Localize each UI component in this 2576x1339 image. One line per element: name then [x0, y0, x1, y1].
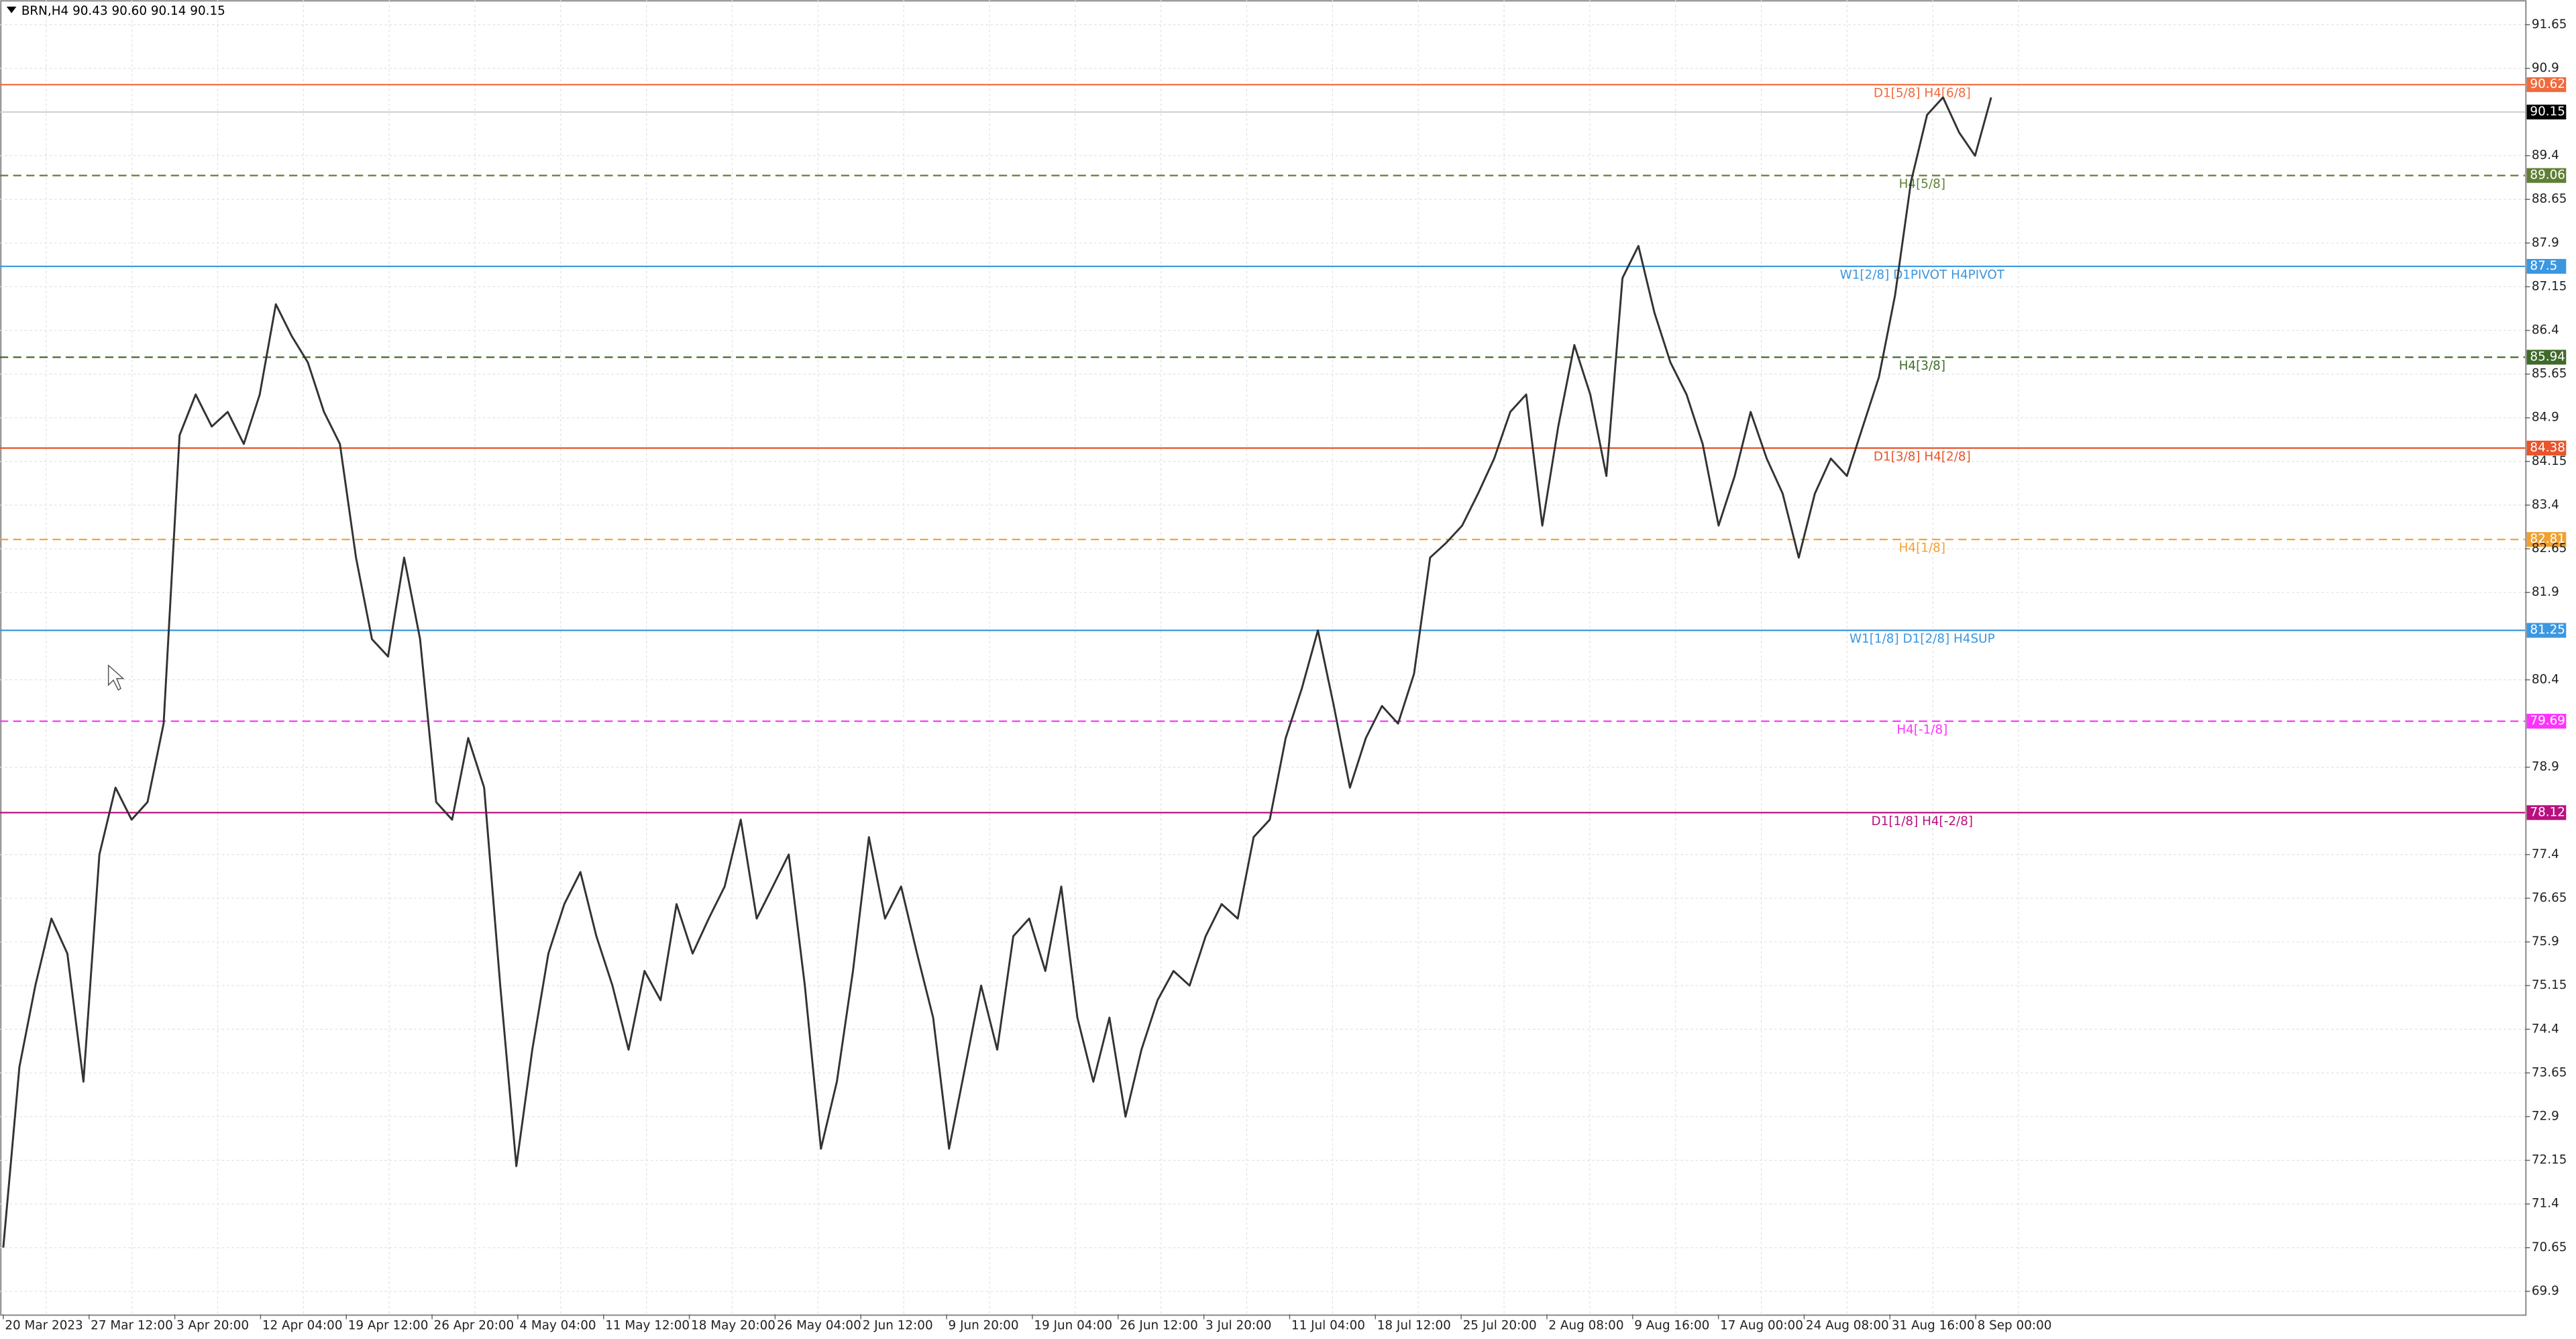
price-label: 84.9: [2532, 411, 2559, 425]
price-label: 84.15: [2532, 454, 2567, 468]
price-tag: [2526, 623, 2567, 638]
current-price-text: 90.15: [2530, 105, 2565, 119]
price-label: 80.4: [2532, 672, 2559, 686]
level-label: H4[3/8]: [1899, 359, 1945, 373]
level-label: W1[2/8] D1PIVOT H4PIVOT: [1840, 268, 2005, 282]
price-label: 69.9: [2532, 1284, 2559, 1298]
price-label: 87.15: [2532, 279, 2567, 293]
time-label: 8 Sep 00:00: [1978, 1318, 2052, 1332]
level-label: H4[1/8]: [1899, 541, 1945, 555]
level-label: H4[5/8]: [1899, 177, 1945, 191]
current-price-tag: [2526, 104, 2567, 120]
price-tag: [2526, 532, 2567, 547]
price-label: 72.15: [2532, 1153, 2567, 1167]
level-label: W1[1/8] D1[2/8] H4SUP: [1849, 632, 1995, 646]
price-tag-text: 85.94: [2530, 350, 2565, 364]
time-label: 18 May 20:00: [691, 1318, 775, 1332]
time-label: 17 Aug 00:00: [1720, 1318, 1803, 1332]
time-label: 20 Mar 2023: [5, 1318, 83, 1332]
price-label: 77.4: [2532, 847, 2559, 861]
price-label: 70.65: [2532, 1240, 2567, 1254]
time-label: 2 Jun 12:00: [863, 1318, 933, 1332]
time-label: 19 Apr 12:00: [348, 1318, 429, 1332]
price-label: 86.4: [2532, 323, 2559, 337]
price-label: 75.9: [2532, 934, 2559, 949]
symbol-header: BRN,H4 90.43 90.60 90.14 90.15: [21, 4, 225, 18]
price-label: 75.15: [2532, 978, 2567, 992]
price-tag-text: 79.69: [2530, 714, 2565, 728]
level-label: H4[-1/8]: [1896, 723, 1947, 737]
price-tag-text: 87.5: [2530, 259, 2557, 273]
axes: 91.65 90.9 89.4 88.65 87.9 87.15 86.4 85.65 84.9…: [3, 17, 2567, 1332]
price-label: 88.65: [2532, 192, 2567, 206]
price-label: 91.65: [2532, 17, 2567, 32]
time-label: 11 Jul 04:00: [1291, 1318, 1365, 1332]
price-label: 71.4: [2532, 1197, 2559, 1211]
mouse-cursor: [107, 664, 125, 691]
time-label: 12 Apr 04:00: [262, 1318, 343, 1332]
price-tag-text: 90.62: [2530, 77, 2565, 91]
price-tag: [2526, 259, 2567, 274]
price-label: 72.9: [2532, 1110, 2559, 1124]
price-label: 82.65: [2532, 541, 2567, 555]
menu-arrow[interactable]: [6, 6, 17, 13]
grid: [0, 0, 2526, 1315]
time-label: 25 Jul 20:00: [1463, 1318, 1537, 1332]
price-label: 83.4: [2532, 498, 2559, 512]
levels: D1[5/8] H4[6/8] 90.62 H4[5/8] 89.06 W1[2/8] …: [0, 77, 2567, 828]
time-label: 26 May 04:00: [777, 1318, 861, 1332]
price-tag: [2526, 350, 2567, 365]
price-label: 81.9: [2532, 585, 2559, 599]
level-label: D1[1/8] H4[-2/8]: [1872, 814, 1974, 828]
time-label: 31 Aug 16:00: [1892, 1318, 1975, 1332]
price-tag: [2526, 77, 2567, 93]
price-label: 78.9: [2532, 760, 2559, 774]
price-label: 85.65: [2532, 367, 2567, 381]
price-tag: [2526, 805, 2567, 820]
price-label: 89.4: [2532, 148, 2559, 162]
price-tag: [2526, 440, 2567, 456]
price-label: 73.65: [2532, 1065, 2567, 1079]
time-label: 2 Aug 08:00: [1548, 1318, 1623, 1332]
time-label: 19 Jun 04:00: [1034, 1318, 1112, 1332]
price-label: 90.9: [2532, 61, 2559, 75]
level-label: D1[5/8] H4[6/8]: [1874, 87, 1971, 101]
price-tag: [2526, 714, 2567, 729]
time-label: 26 Jun 12:00: [1120, 1318, 1198, 1332]
time-label: 3 Apr 20:00: [176, 1318, 249, 1332]
price-tag-text: 89.06: [2530, 168, 2565, 182]
price-tag-text: 82.81: [2530, 532, 2565, 546]
time-label: 9 Aug 16:00: [1634, 1318, 1709, 1332]
price-line: [2, 96, 1992, 1248]
time-label: 9 Jun 20:00: [949, 1318, 1019, 1332]
time-label: 11 May 12:00: [605, 1318, 690, 1332]
price-label: 76.65: [2532, 891, 2567, 905]
time-label: 4 May 04:00: [519, 1318, 596, 1332]
price-tag-text: 84.38: [2530, 441, 2565, 455]
price-tag-text: 78.12: [2530, 805, 2565, 819]
time-label: 26 Apr 20:00: [434, 1318, 515, 1332]
price-label: 74.4: [2532, 1022, 2559, 1036]
price-tag: [2526, 168, 2567, 183]
time-label: 18 Jul 12:00: [1377, 1318, 1451, 1332]
time-label: 3 Jul 20:00: [1205, 1318, 1271, 1332]
time-label: 24 Aug 08:00: [1806, 1318, 1889, 1332]
level-label: D1[3/8] H4[2/8]: [1874, 449, 1971, 464]
plot-frame: [0, 0, 2527, 1316]
series: [2, 96, 1992, 1248]
price-tag-text: 81.25: [2530, 623, 2565, 637]
time-label: 27 Mar 12:00: [91, 1318, 173, 1332]
price-label: 87.9: [2532, 235, 2559, 250]
